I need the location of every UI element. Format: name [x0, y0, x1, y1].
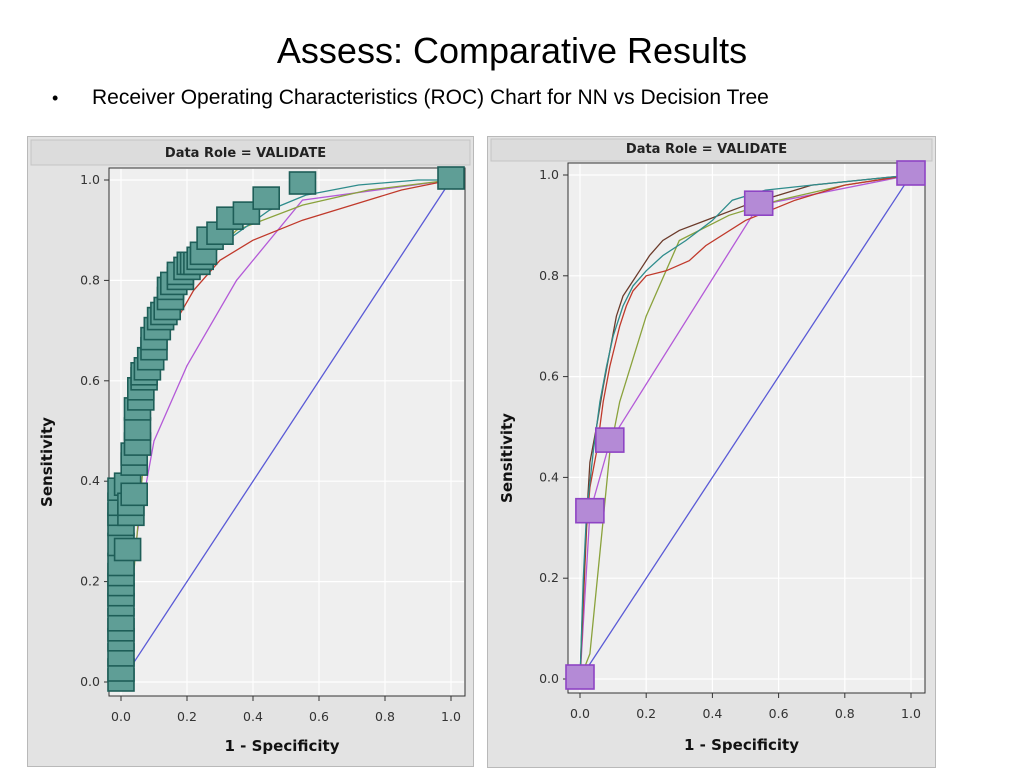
roc-chart-decision-tree-svg: Data Role = VALIDATE 0.0 0.0 0.2 0.2 0.4 0.4 0.… — [490, 138, 933, 754]
x-tick-label: 1.0 — [901, 706, 921, 721]
roc-series-line-red — [579, 174, 912, 680]
chart-title-band — [490, 138, 933, 162]
x-tick-label: 1.0 — [441, 709, 461, 724]
plot-area — [108, 167, 466, 697]
y-tick-label: 0.8 — [539, 268, 559, 283]
roc-point-marker — [113, 537, 142, 562]
roc-point-marker — [896, 160, 926, 186]
x-tick-label: 0.4 — [702, 706, 722, 721]
y-tick-label: 0.6 — [80, 373, 100, 388]
bullet-text: Receiver Operating Characteristics (ROC)… — [92, 86, 769, 109]
slide-title: Assess: Comparative Results — [276, 30, 748, 71]
y-tick-label: 1.0 — [80, 172, 100, 187]
roc-point-marker — [565, 664, 595, 690]
x-tick-label: 0.2 — [636, 706, 656, 721]
y-tick-label: 0.2 — [539, 570, 559, 585]
chart-title: Data Role = VALIDATE — [165, 146, 326, 161]
roc-point-marker — [252, 186, 280, 210]
roc-chart-nn-svg: Data Role = VALIDATE 0.0 0.0 0.2 0.2 0.4 0.4 0.… — [30, 139, 471, 755]
x-axis-label: 1 - Specificity — [684, 736, 799, 754]
x-tick-label: 0.0 — [570, 706, 590, 721]
y-tick-label: 0.4 — [80, 473, 100, 488]
chart-title: Data Role = VALIDATE — [626, 142, 787, 157]
roc-point-marker — [595, 427, 625, 453]
y-tick-label: 0.4 — [539, 469, 559, 484]
chart-title-band — [30, 139, 471, 166]
roc-chart-decision-tree: Data Role = VALIDATE 0.0 0.0 0.2 0.2 0.4 0.4 0.… — [487, 136, 936, 768]
x-tick-label: 0.0 — [111, 709, 131, 724]
plot-area — [567, 162, 926, 694]
x-tick-label: 0.2 — [177, 709, 197, 724]
roc-point-marker — [120, 482, 148, 507]
x-tick-label: 0.6 — [769, 706, 789, 721]
y-tick-label: 1.0 — [539, 167, 559, 182]
x-tick-label: 0.8 — [375, 709, 395, 724]
roc-chart-nn: Data Role = VALIDATE 0.0 0.0 0.2 0.2 0.4 0.4 0.… — [27, 136, 474, 767]
roc-point-marker — [123, 417, 152, 441]
roc-series-line-baseline — [120, 179, 452, 683]
x-tick-label: 0.4 — [243, 709, 263, 724]
x-tick-label: 0.8 — [835, 706, 855, 721]
x-tick-label: 0.6 — [309, 709, 329, 724]
roc-point-marker — [743, 190, 774, 217]
y-axis-label: Sensitivity — [498, 413, 516, 503]
y-tick-label: 0.6 — [539, 369, 559, 384]
roc-point-marker — [575, 497, 605, 524]
x-axis-label: 1 - Specificity — [225, 737, 340, 755]
roc-series-line-baseline — [579, 174, 912, 680]
roc-series-line-olive — [579, 174, 912, 680]
y-tick-label: 0.0 — [80, 674, 100, 689]
y-tick-label: 0.0 — [539, 671, 559, 686]
roc-series-line-brown — [579, 174, 912, 680]
y-tick-label: 0.8 — [80, 272, 100, 287]
roc-series-line-teal — [579, 174, 912, 680]
y-axis-label: Sensitivity — [38, 417, 56, 507]
roc-point-marker — [437, 166, 465, 190]
bullet-item: • Receiver Operating Characteristics (ROC… — [52, 86, 769, 110]
roc-point-marker — [288, 171, 317, 195]
bullet-dot: • — [52, 88, 59, 108]
y-tick-label: 0.2 — [80, 574, 100, 589]
